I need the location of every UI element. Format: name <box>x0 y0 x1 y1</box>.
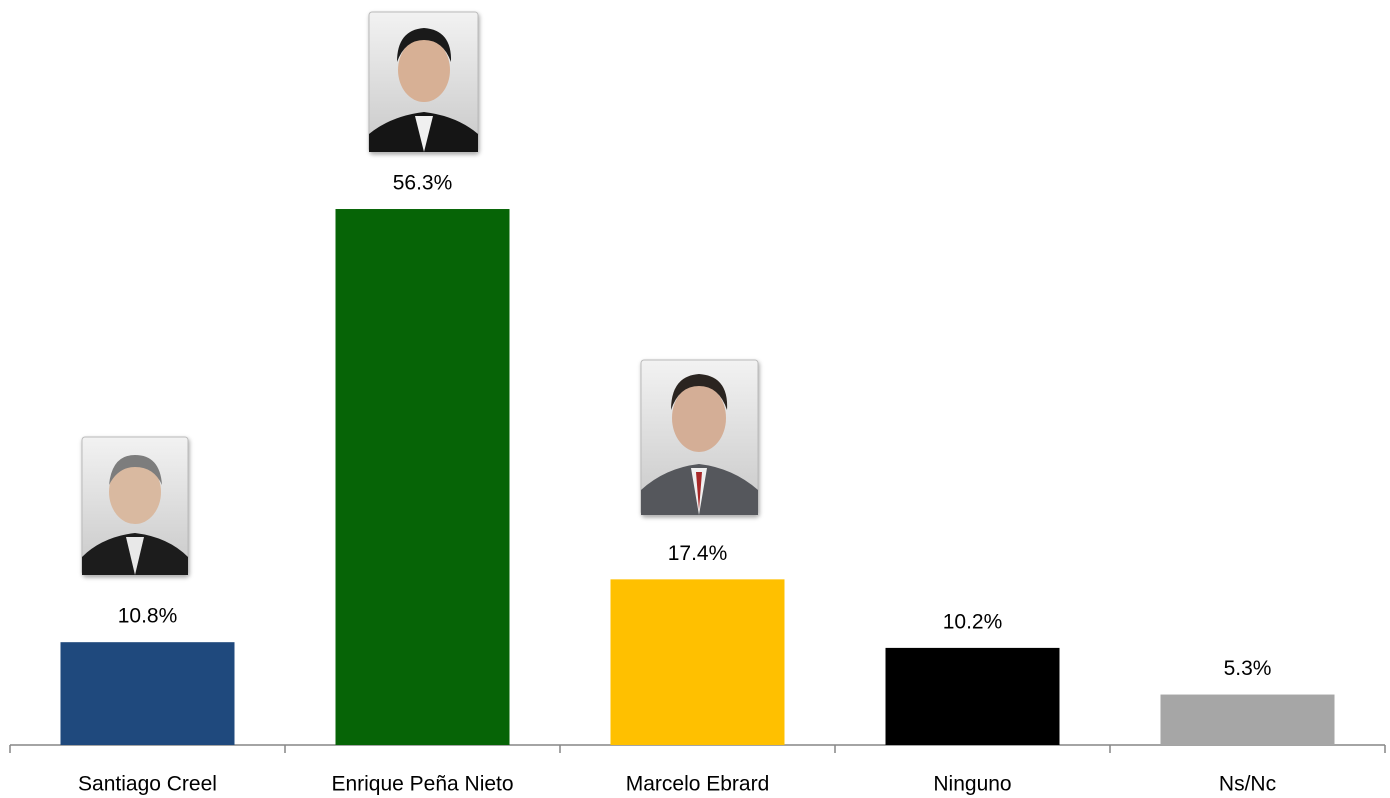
portrait <box>82 437 188 575</box>
value-label: 17.4% <box>668 542 728 565</box>
bar <box>336 209 510 745</box>
x-tick-label: Marcelo Ebrard <box>626 773 770 796</box>
page: {"chart_data": {"type": "bar", "categori… <box>0 0 1390 798</box>
value-label: 10.2% <box>943 610 1003 633</box>
bar <box>61 642 235 745</box>
value-label: 5.3% <box>1224 657 1272 680</box>
x-tick-label: Santiago Creel <box>78 773 217 796</box>
chart: Santiago Creel 10.8% Enrique Peña Nieto 56.… <box>0 0 1390 798</box>
value-label: 56.3% <box>393 172 453 195</box>
x-tick-label: Ninguno <box>933 773 1011 796</box>
portrait <box>641 360 758 515</box>
x-tick-label: Ns/Nc <box>1219 773 1276 796</box>
value-label: 10.8% <box>118 605 178 628</box>
bar <box>886 648 1060 745</box>
bar <box>611 579 785 745</box>
x-tick-label: Enrique Peña Nieto <box>331 773 513 796</box>
bar <box>1161 695 1335 745</box>
portrait <box>369 12 478 152</box>
